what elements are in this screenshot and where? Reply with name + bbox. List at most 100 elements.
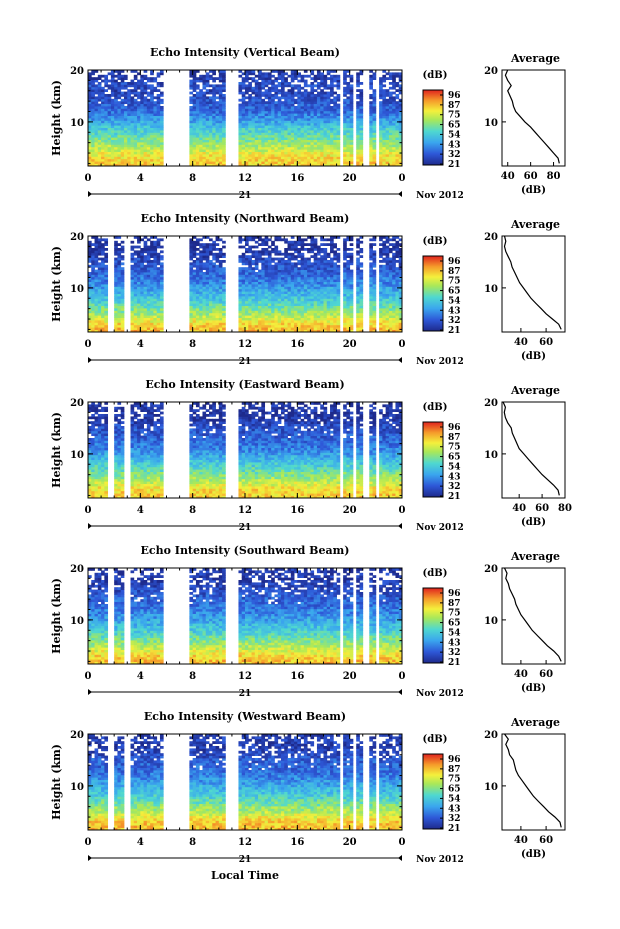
heatmap-cell: [287, 161, 292, 164]
heatmap-cell: [140, 320, 144, 323]
heatmap-cell: [267, 134, 272, 138]
heatmap-cell: [146, 110, 151, 114]
heatmap-cell: [202, 82, 207, 85]
heatmap-cell: [202, 252, 207, 256]
heatmap-cell: [159, 91, 164, 95]
heatmap-cell: [313, 146, 318, 150]
heatmap-cell: [205, 139, 210, 143]
heatmap-cell: [202, 317, 207, 321]
heatmap-cell: [238, 284, 243, 287]
heatmap-cell: [294, 286, 298, 290]
heatmap-cell: [212, 272, 216, 275]
heatmap-cell: [114, 248, 118, 251]
heatmap-cell: [97, 158, 102, 162]
heatmap-cell: [127, 98, 131, 102]
heatmap-cell: [372, 139, 377, 143]
heatmap-cell: [127, 139, 131, 143]
heatmap-cell: [238, 103, 243, 107]
heatmap-cell: [333, 142, 337, 145]
heatmap-cell: [159, 300, 164, 304]
heatmap-cell: [359, 161, 364, 164]
heatmap-cell: [294, 122, 298, 126]
heatmap-cell: [241, 120, 246, 124]
heatmap-cell: [274, 293, 279, 297]
heatmap-cell: [133, 163, 138, 167]
heatmap-cell: [271, 115, 275, 119]
heatmap-cell: [156, 291, 161, 294]
heatmap-cell: [330, 132, 334, 136]
heatmap-cell: [91, 267, 95, 270]
heatmap-cell: [218, 296, 223, 299]
heatmap-cell: [94, 324, 99, 328]
heatmap-cell: [110, 142, 115, 145]
heatmap-cell: [277, 291, 282, 294]
heatmap-cell: [120, 139, 125, 143]
heatmap-cell: [189, 238, 194, 242]
date-axis-arrow: [398, 191, 402, 197]
heatmap-cell: [146, 130, 151, 133]
heatmap-cell: [287, 305, 292, 309]
heatmap-cell: [153, 264, 158, 268]
heatmap-cell: [307, 118, 311, 121]
heatmap-cell: [316, 286, 321, 290]
heatmap-cell: [94, 122, 99, 126]
heatmap-cell: [284, 79, 288, 83]
heatmap-cell: [120, 293, 125, 297]
heatmap-cell: [245, 240, 249, 244]
heatmap-cell: [120, 305, 125, 309]
heatmap-cell: [313, 269, 318, 273]
heatmap-cell: [120, 286, 125, 290]
heatmap-cell: [195, 310, 200, 314]
heatmap-cell: [143, 137, 148, 140]
heatmap-cell: [251, 322, 256, 326]
heatmap-cell: [264, 317, 269, 321]
heatmap-cell: [372, 134, 377, 138]
heatmap-cell: [349, 144, 354, 148]
heatmap-cell: [277, 134, 282, 138]
heatmap-cell: [264, 257, 269, 261]
heatmap-cell: [310, 118, 315, 121]
heatmap-cell: [189, 82, 194, 85]
heatmap-cell: [159, 101, 164, 104]
heatmap-cell: [146, 317, 151, 321]
heatmap-cell: [195, 77, 200, 80]
heatmap-cell: [251, 122, 256, 126]
heatmap-cell: [398, 110, 403, 114]
heatmap-cell: [88, 276, 92, 280]
heatmap-cell: [91, 106, 95, 109]
heatmap-cell: [300, 262, 305, 266]
heatmap-cell: [94, 329, 99, 333]
heatmap-cell: [127, 91, 131, 95]
heatmap-cell: [245, 127, 249, 131]
heatmap-cell: [280, 315, 285, 318]
heatmap-cell: [303, 79, 308, 83]
heatmap-cell: [258, 284, 262, 287]
heatmap-cell: [248, 276, 252, 280]
heatmap-cell: [222, 286, 226, 290]
heatmap-cell: [303, 94, 308, 97]
heatmap-cell: [264, 276, 269, 280]
heatmap-cell: [359, 139, 364, 143]
heatmap-cell: [137, 300, 141, 304]
heatmap-cell: [245, 142, 249, 145]
heatmap-cell: [398, 91, 403, 95]
heatmap-cell: [258, 110, 262, 114]
heatmap-cell: [316, 264, 321, 268]
heatmap-cell: [300, 269, 305, 273]
heatmap-cell: [290, 108, 295, 112]
heatmap-cell: [297, 163, 301, 167]
heatmap-cell: [212, 96, 216, 100]
heatmap-cell: [264, 161, 269, 164]
heatmap-cell: [310, 94, 315, 97]
heatmap-cell: [343, 82, 347, 85]
heatmap-cell: [310, 245, 315, 249]
heatmap-cell: [114, 79, 118, 83]
heatmap-cell: [114, 260, 118, 263]
heatmap-cell: [156, 156, 161, 160]
heatmap-cell: [336, 144, 341, 148]
heatmap-cell: [336, 132, 341, 136]
heatmap-cell: [195, 134, 200, 138]
heatmap-cell: [199, 134, 203, 138]
heatmap-cell: [277, 144, 282, 148]
heatmap-cell: [143, 146, 148, 150]
